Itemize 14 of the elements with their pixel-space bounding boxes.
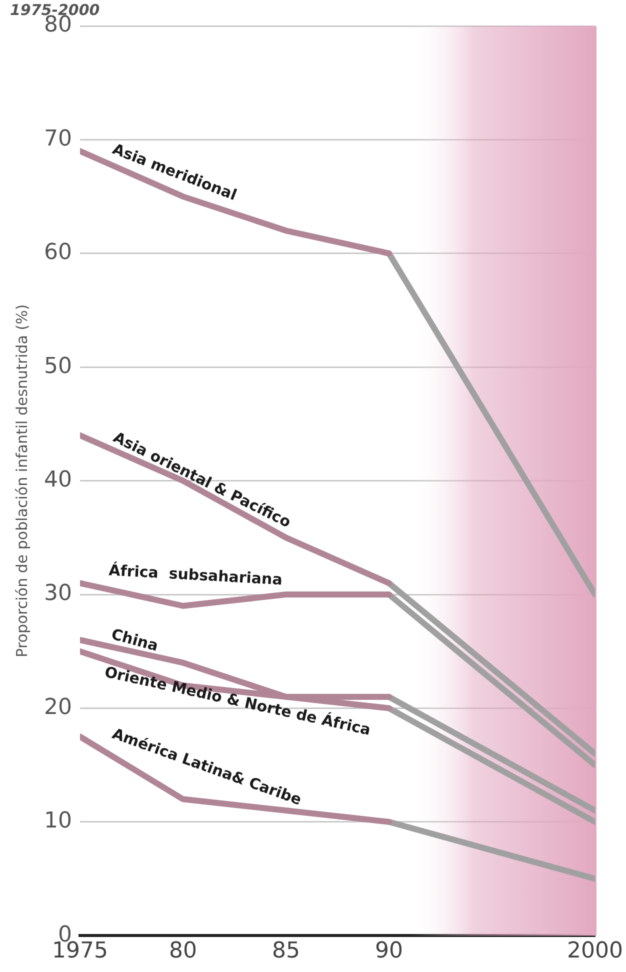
y-axis-title: Proporción de población infantil desnutrida (%)	[12, 304, 31, 658]
x-tick-label: 80	[168, 938, 197, 964]
y-tick-label: 20	[44, 694, 72, 720]
y-tick-label: 40	[44, 468, 72, 493]
y-tick-label: 50	[44, 354, 72, 379]
y-tick-label: 60	[44, 240, 72, 266]
x-tick-label: 85	[272, 938, 300, 964]
y-tick-label: 10	[44, 808, 72, 834]
x-tick-label: 2000	[567, 938, 624, 964]
series-label: África subsahariana	[108, 561, 283, 589]
y-tick-label: 70	[44, 126, 72, 152]
text: China	[109, 624, 160, 655]
x-tick-label: 90	[375, 938, 403, 964]
y-tick-label: 30	[44, 581, 72, 606]
